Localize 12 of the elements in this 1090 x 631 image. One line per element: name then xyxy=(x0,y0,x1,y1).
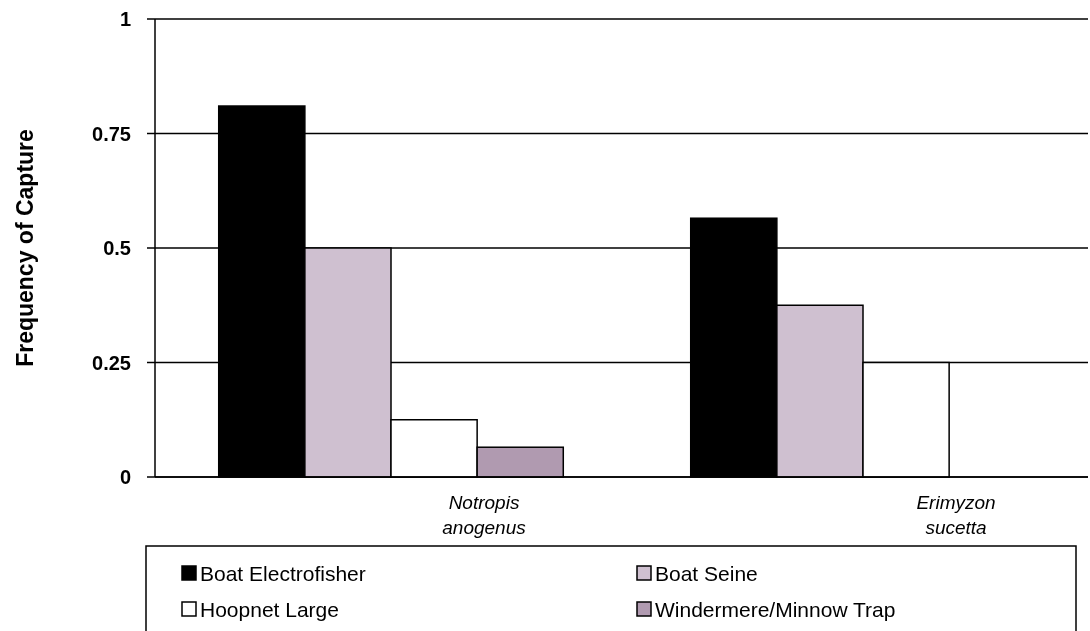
y-tick-label: 1 xyxy=(119,8,131,30)
x-tick-label: Erimyzon sucetta xyxy=(916,492,996,538)
legend-label: Boat Electrofisher xyxy=(200,562,366,586)
y-axis-title: Frequency of Capture xyxy=(12,129,38,367)
legend-label: Windermere/Minnow Trap xyxy=(655,598,896,622)
x-tick-label: Notropis anogenus xyxy=(442,492,527,538)
y-tick-label: 0.25 xyxy=(92,351,131,374)
y-tick-label: 0.75 xyxy=(92,122,131,145)
y-tick-label: 0.5 xyxy=(103,237,131,259)
y-tick-label: 0 xyxy=(119,466,131,488)
legend-label: Hoopnet Large xyxy=(200,598,339,622)
legend-label: Boat Seine xyxy=(655,562,758,586)
